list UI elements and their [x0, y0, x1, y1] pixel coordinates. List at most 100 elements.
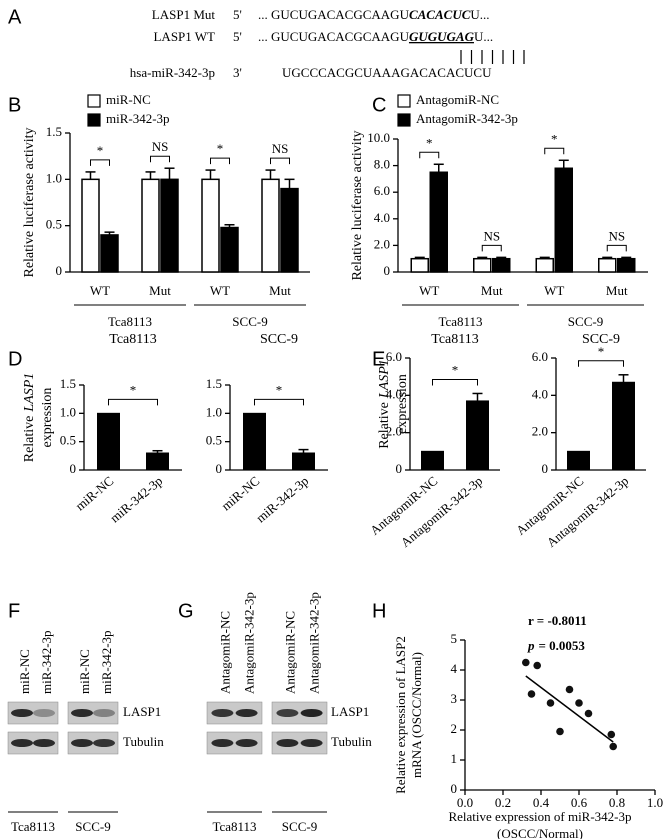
significance-label: *: [452, 362, 459, 377]
bar: [201, 178, 220, 273]
y-tick-label: 1: [451, 751, 458, 766]
group-label: Tca8113: [438, 314, 482, 329]
band-label: Tubulin: [123, 734, 164, 749]
lane-label: AntagomiR-342-3p: [307, 592, 322, 694]
bar: [567, 450, 590, 471]
sequence-body: UGCCCACGCUAAAGACACACUCU: [282, 65, 492, 80]
sequence-name: LASP1 Mut: [152, 7, 216, 22]
sequence: ... GUCUGACACGCAAGUGUGUGAGU...: [258, 29, 493, 44]
sequence-name: LASP1 WT: [153, 29, 215, 44]
y-axis-label-part: Relative: [377, 402, 392, 449]
y-tick-label: 2.0: [532, 424, 548, 439]
bar: [617, 257, 636, 273]
sequence: ... GUCUGACACGCAAGUCACACUCU...: [258, 7, 490, 22]
y-tick-label: 1.5: [206, 376, 222, 391]
panel-letter: C: [372, 94, 386, 116]
band-label: Tubulin: [331, 734, 372, 749]
blot-band: [300, 709, 323, 717]
bar: [429, 171, 448, 273]
p-symbol: p: [527, 638, 535, 653]
y-axis-label: Relative luciferase activity: [22, 127, 37, 277]
legend-swatch: [397, 113, 411, 127]
bar: [535, 257, 554, 273]
panel-letter: H: [372, 600, 386, 622]
y-tick-label: 0.5: [46, 217, 62, 232]
blot-band: [93, 739, 115, 747]
group-label: Tca8113: [108, 314, 152, 329]
bar: [598, 257, 617, 273]
x-tick-label: Mut: [606, 283, 628, 298]
x-tick-label: 0.4: [533, 795, 550, 810]
significance-label: NS: [608, 228, 625, 243]
blot-band: [235, 739, 258, 747]
significance-label: NS: [483, 228, 500, 243]
scatter-point: [584, 709, 593, 718]
significance-bracket: [481, 244, 502, 252]
blot-band: [235, 709, 258, 717]
bar: [160, 178, 179, 273]
y-tick-label: 2: [451, 721, 458, 736]
p-value: = 0.0053: [539, 638, 586, 653]
panel-letter: F: [8, 600, 20, 622]
significance-bracket: [606, 244, 627, 252]
blot-band: [33, 739, 55, 747]
scatter-point: [575, 699, 583, 707]
scatter-point: [522, 658, 530, 667]
legend-label: miR-342-3p: [106, 111, 170, 126]
significance-bracket: [270, 157, 290, 165]
band-label: LASP1: [123, 704, 161, 719]
x-tick-label: Mut: [269, 283, 291, 298]
y-axis-label: Relative expression of LASP2: [393, 636, 408, 794]
bar: [410, 257, 429, 273]
bar: [466, 400, 489, 471]
legend-swatch: [397, 94, 411, 108]
y-tick-label: 0: [70, 461, 77, 476]
y-axis-label-gene: LASP1: [377, 359, 392, 399]
y-tick-label: 6.0: [386, 349, 402, 364]
scatter-point: [546, 699, 555, 707]
bar: [146, 452, 169, 471]
y-axis-label-part: Relative: [22, 416, 37, 463]
cell-line-label: SCC-9: [282, 819, 317, 834]
y-tick-label: 6.0: [532, 349, 548, 364]
sequence-body: ... GUCUGACACGCAAGU: [258, 29, 410, 44]
blot-band: [33, 709, 55, 717]
x-tick-label: 0.8: [609, 795, 625, 810]
significance-label: *: [217, 141, 224, 156]
y-tick-label: 3: [451, 691, 458, 706]
bar: [81, 178, 100, 273]
lane-label: AntagomiR-342-3p: [242, 592, 257, 694]
significance-label: *: [598, 344, 605, 359]
y-axis-label: Relative luciferase activity: [350, 130, 365, 280]
chart-title: SCC-9: [582, 332, 620, 347]
lane-label: AntagomiR-NC: [217, 611, 232, 694]
correlation-p: p = 0.0053: [527, 638, 585, 653]
significance-label: NS: [272, 141, 289, 156]
blot-band: [71, 739, 93, 747]
cell-line-label: Tca8113: [11, 819, 55, 834]
lane-label: miR-342-3p: [99, 630, 114, 694]
bar: [141, 178, 160, 273]
x-tick-label: WT: [90, 283, 110, 298]
fit-line: [525, 675, 614, 743]
y-tick-label: 2.0: [386, 424, 402, 439]
sequence-end: 5': [233, 29, 242, 44]
significance-label: *: [97, 143, 104, 158]
sequence-end: 5': [233, 7, 242, 22]
binding-site: CACACUC: [409, 7, 471, 22]
blot-background: [206, 701, 263, 725]
group-label: SCC-9: [568, 314, 603, 329]
y-tick-label: 1.0: [206, 404, 222, 419]
blot-background: [206, 731, 263, 755]
y-tick-label: 1.0: [60, 404, 76, 419]
bar: [100, 234, 119, 273]
blot-band: [300, 739, 323, 747]
y-tick-label: 1.0: [46, 170, 62, 185]
significance-bracket: [150, 155, 170, 163]
x-tick-label: 0.6: [571, 795, 588, 810]
y-tick-label: 0.5: [60, 433, 76, 448]
cell-line-label: Tca8113: [212, 819, 256, 834]
y-tick-label: 1.5: [46, 124, 62, 139]
panel-letter: G: [178, 600, 194, 622]
blot-background: [271, 701, 328, 725]
